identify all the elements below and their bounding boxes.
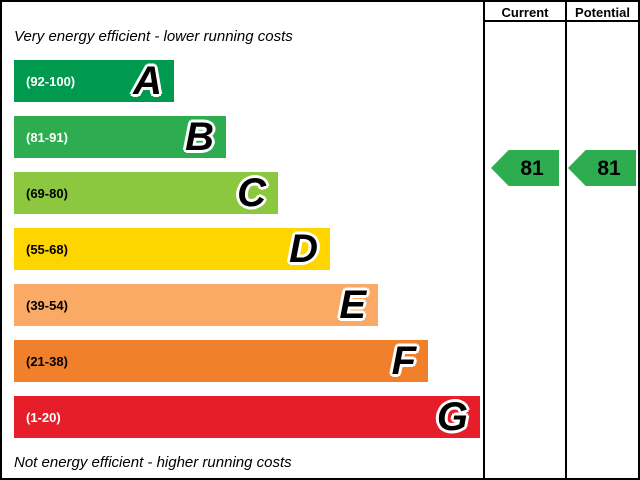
band-range-label: (1-20) xyxy=(26,409,61,425)
band-row-c: (69-80) C xyxy=(14,172,480,214)
band-letter: B xyxy=(185,115,214,159)
band-bar-f: (21-38) F xyxy=(14,340,428,382)
band-range-label: (81-91) xyxy=(26,129,68,145)
bottom-caption: Not energy efficient - higher running co… xyxy=(14,454,292,471)
top-caption: Very energy efficient - lower running co… xyxy=(14,28,293,45)
band-bar-b: (81-91) B xyxy=(14,116,226,158)
band-bar-d: (55-68) D xyxy=(14,228,330,270)
band-letter: G xyxy=(436,395,468,439)
band-bar-c: (69-80) C xyxy=(14,172,278,214)
band-row-a: (92-100) A xyxy=(14,60,480,102)
band-row-d: (55-68) D xyxy=(14,228,480,270)
band-bars: (92-100) A (81-91) B (69-80) C (55-68) D xyxy=(14,60,480,452)
band-letter: F xyxy=(391,339,416,383)
current-column: Current xyxy=(483,2,565,478)
band-range-label: (92-100) xyxy=(26,73,76,89)
band-letter: A xyxy=(133,59,162,103)
band-bar-a: (92-100) A xyxy=(14,60,174,102)
current-column-header: Current xyxy=(485,2,565,22)
band-range-label: (55-68) xyxy=(26,241,68,257)
band-letter: E xyxy=(339,283,366,327)
band-row-f: (21-38) F xyxy=(14,340,480,382)
band-row-e: (39-54) E xyxy=(14,284,480,326)
band-range-label: (21-38) xyxy=(26,353,68,369)
potential-rating-value: 81 xyxy=(597,156,621,180)
band-bar-e: (39-54) E xyxy=(14,284,378,326)
band-row-b: (81-91) B xyxy=(14,116,480,158)
potential-column-header: Potential xyxy=(567,2,638,22)
band-range-label: (39-54) xyxy=(26,297,68,313)
band-bar-g: (1-20) G xyxy=(14,396,480,438)
band-letter: C xyxy=(237,171,266,215)
band-letter: D xyxy=(289,227,318,271)
band-range-label: (69-80) xyxy=(26,185,68,201)
band-row-g: (1-20) G xyxy=(14,396,480,438)
potential-column: Potential xyxy=(565,2,638,478)
current-rating-value: 81 xyxy=(520,156,544,180)
